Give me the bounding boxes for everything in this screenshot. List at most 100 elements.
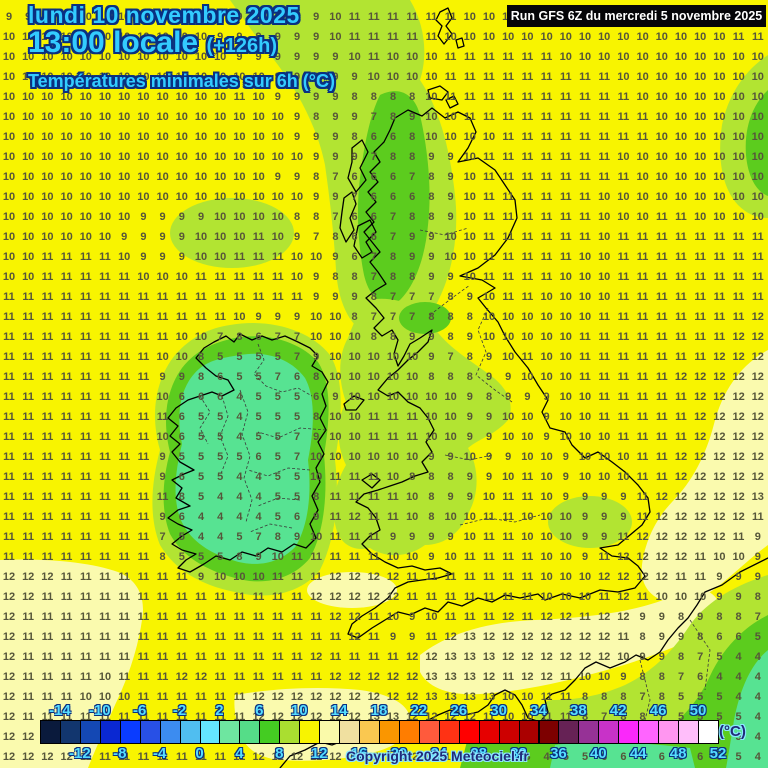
temp-value: 9 xyxy=(293,171,301,183)
temp-value: 9 xyxy=(466,411,473,423)
temp-value: 11 xyxy=(406,11,418,23)
temp-value: 12 xyxy=(348,751,361,763)
temp-value: 11 xyxy=(137,311,150,323)
temp-value: 12 xyxy=(348,571,361,583)
temp-value: 10 xyxy=(598,431,611,443)
temp-value: 11 xyxy=(233,691,246,703)
temp-value: 10 xyxy=(694,111,707,123)
temp-value: 10 xyxy=(98,231,112,243)
temp-value: 9 xyxy=(313,431,320,443)
temp-value: 8 xyxy=(716,611,723,623)
temp-value: 10 xyxy=(386,471,400,483)
coastline-ireland xyxy=(167,333,329,573)
temp-value: 11 xyxy=(617,111,630,123)
temp-value: 10 xyxy=(578,311,592,323)
temp-value: 10 xyxy=(406,451,419,463)
temp-value: 11 xyxy=(348,531,361,543)
temp-value: 10 xyxy=(233,231,246,243)
temp-value: 5 xyxy=(197,431,205,443)
temp-value: 10 xyxy=(617,471,630,483)
temp-value: 9 xyxy=(313,191,320,203)
temp-value: 11 xyxy=(636,371,649,383)
temp-value: 11 xyxy=(540,191,553,203)
temp-value: 11 xyxy=(329,551,342,563)
temp-value: 9 xyxy=(466,291,473,303)
temp-value: 12 xyxy=(348,691,361,703)
temp-value: 11 xyxy=(137,331,150,343)
temp-value: 11 xyxy=(156,751,169,763)
temp-value: 10 xyxy=(694,171,707,183)
temp-value: 10 xyxy=(425,51,438,63)
temp-value: 6 xyxy=(293,371,301,383)
temp-value: 11 xyxy=(156,651,169,663)
temp-value: 11 xyxy=(99,751,111,763)
temp-value: 11 xyxy=(444,591,457,603)
temp-value: 10 xyxy=(22,271,35,283)
temp-value: 10 xyxy=(463,11,476,23)
temp-value: 9 xyxy=(140,251,147,263)
temp-value: 10 xyxy=(713,91,726,103)
temp-value: 11 xyxy=(3,331,15,343)
temp-value: 7 xyxy=(389,231,397,243)
temp-value: 11 xyxy=(22,691,34,703)
temp-value: 10 xyxy=(559,31,572,43)
temp-value: 11 xyxy=(118,611,130,623)
temp-value: 12 xyxy=(194,671,208,683)
temp-value: 9 xyxy=(581,491,589,503)
region-sengland-green-blob xyxy=(548,496,632,548)
temp-value: 7 xyxy=(601,711,608,723)
temp-value: 11 xyxy=(463,91,476,103)
temp-value: 10 xyxy=(386,71,400,83)
temp-value: 10 xyxy=(214,151,227,163)
temp-value: 11 xyxy=(713,311,726,323)
temp-value: 11 xyxy=(156,611,169,623)
temp-value: 8 xyxy=(159,551,166,563)
temp-value: 11 xyxy=(60,351,73,363)
temp-value: 11 xyxy=(175,571,188,583)
temp-value: 11 xyxy=(655,351,668,363)
temp-value: 9 xyxy=(735,571,742,583)
temp-value: 6 xyxy=(178,511,185,523)
temp-value: 6 xyxy=(255,331,262,343)
temp-value: 11 xyxy=(156,411,169,423)
temp-value: 10 xyxy=(406,491,419,503)
temp-value: 4 xyxy=(754,751,761,763)
temp-value: 10 xyxy=(540,471,553,483)
temp-value: 10 xyxy=(98,191,112,203)
temp-value: 9 xyxy=(236,31,243,43)
temp-value: 9 xyxy=(332,391,339,403)
temp-value: 10 xyxy=(694,591,707,603)
temp-value: 10 xyxy=(214,51,227,63)
temp-value: 10 xyxy=(655,91,668,103)
temp-value: 10 xyxy=(2,71,16,83)
temp-value: 4 xyxy=(754,711,761,723)
temp-value: 10 xyxy=(674,151,688,163)
coastline-shetland-2 xyxy=(455,37,465,49)
temp-value: 11 xyxy=(483,711,495,723)
temp-value: 11 xyxy=(751,271,764,283)
temp-value: 10 xyxy=(425,111,438,123)
temp-value: 11 xyxy=(463,611,476,623)
temp-value: 8 xyxy=(485,391,493,403)
temp-value: 9 xyxy=(159,231,166,243)
temp-value: 10 xyxy=(60,131,73,143)
temp-value: 11 xyxy=(99,311,111,323)
temp-value: 10 xyxy=(194,51,208,63)
temp-value: 8 xyxy=(389,271,397,283)
region-cardigan-pale xyxy=(307,572,397,608)
temp-value: 10 xyxy=(559,291,572,303)
temp-value: 10 xyxy=(118,191,131,203)
temp-value: 10 xyxy=(79,231,92,243)
temp-value: 8 xyxy=(601,691,608,703)
temp-value: 11 xyxy=(406,411,418,423)
temp-value: 11 xyxy=(252,611,265,623)
temp-value: 11 xyxy=(521,571,534,583)
temp-value: 11 xyxy=(3,451,15,463)
temp-value: 11 xyxy=(636,271,649,283)
temp-value: 8 xyxy=(197,351,205,363)
temp-value: 11 xyxy=(406,31,418,43)
temp-value: 11 xyxy=(540,211,553,223)
temp-value: 11 xyxy=(99,491,111,503)
temp-value: 10 xyxy=(310,311,323,323)
temp-value: 11 xyxy=(348,471,361,483)
